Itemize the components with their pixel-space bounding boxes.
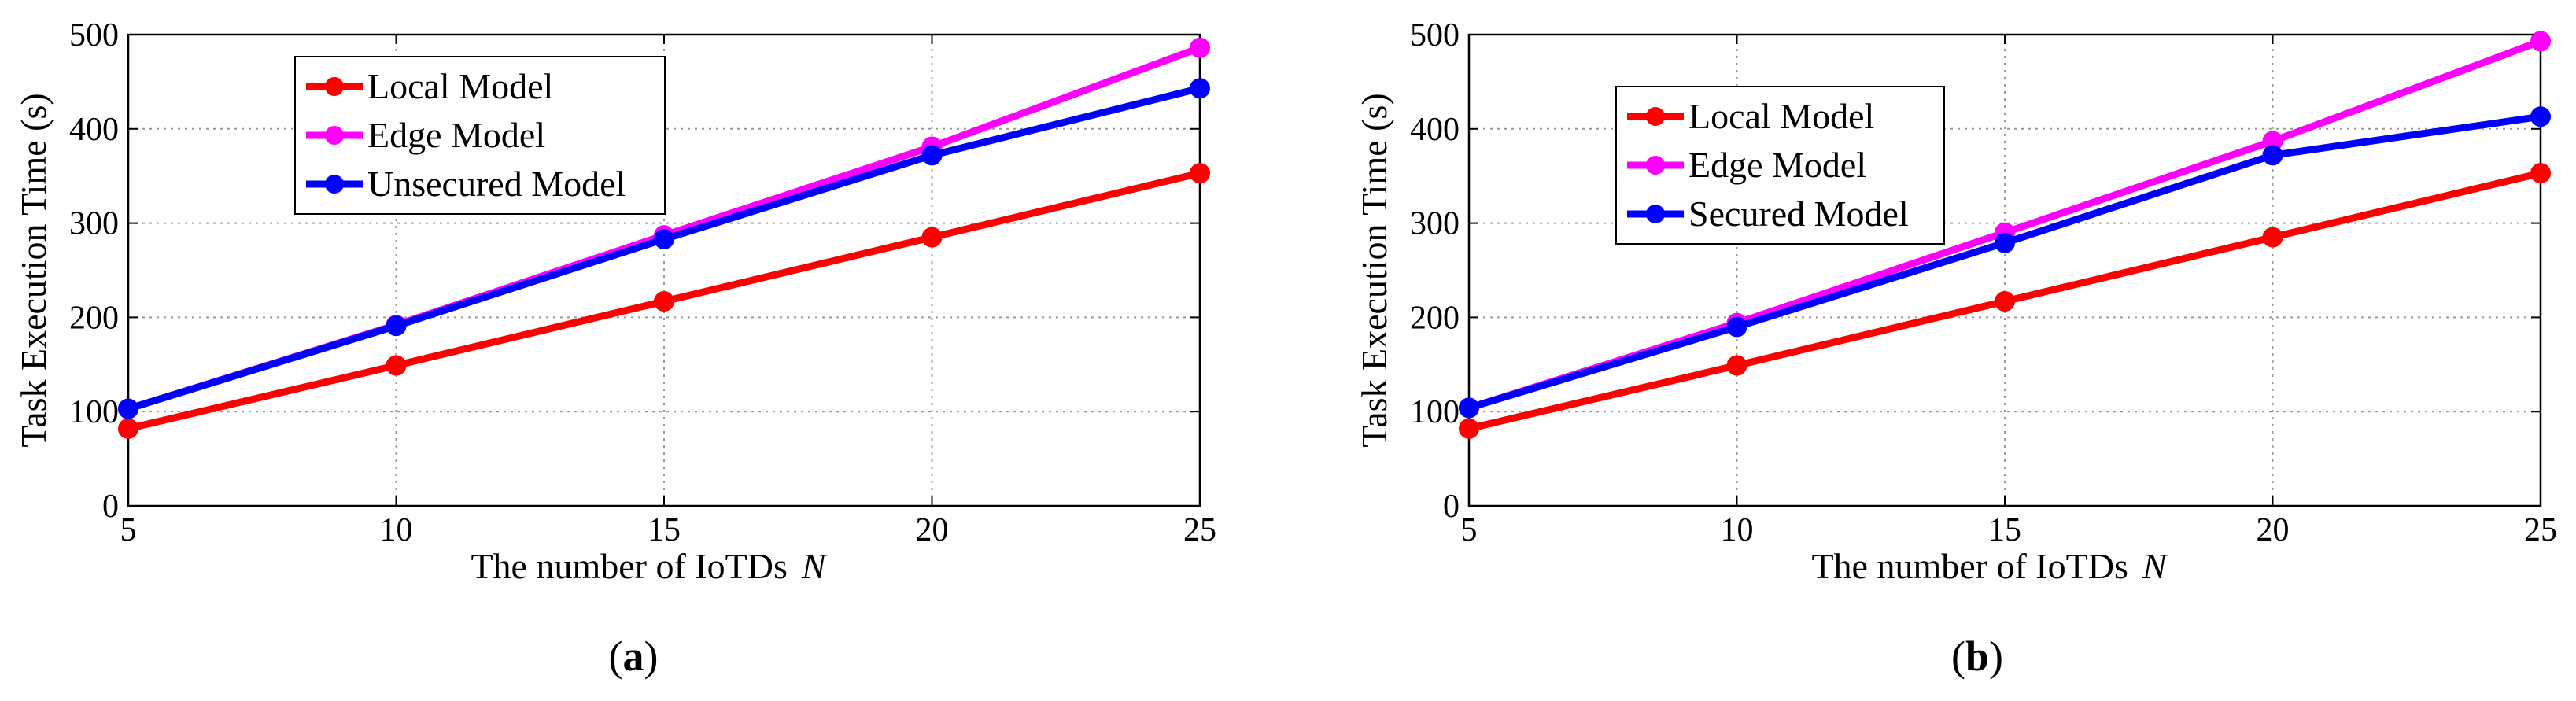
x-tick-label: 5 <box>120 512 137 548</box>
x-axis-label-text: The number of IoTDs <box>1811 546 2128 586</box>
panel-b: 5 10 15 20 25 0 100 200 300 400 500 The number of I… <box>1354 17 2557 680</box>
caption-letter: b <box>1965 633 1989 680</box>
x-axis-variable: N <box>2142 546 2168 586</box>
data-point-unsecured-model <box>118 398 138 419</box>
data-point-secured-model <box>1459 397 1479 419</box>
legend-label-edge-model: Edge Model <box>367 115 545 155</box>
y-tick-label: 0 <box>1443 489 1460 525</box>
data-point-local-model <box>654 291 674 312</box>
y-tick-label: 300 <box>69 206 119 242</box>
x-tick-label: 20 <box>2257 512 2290 548</box>
y-tick-label: 300 <box>1410 206 1460 242</box>
y-tick-label: 200 <box>1410 300 1460 336</box>
y-tick-label: 100 <box>69 394 119 430</box>
x-tick-label: 15 <box>1988 512 2021 548</box>
legend-label-unsecured-model: Unsecured Model <box>367 164 626 204</box>
y-tick-label: 200 <box>69 300 119 336</box>
legend-label-edge-model: Edge Model <box>1688 145 1866 185</box>
y-tick-label: 400 <box>69 112 119 148</box>
data-point-edge-model <box>2530 31 2551 52</box>
data-point-unsecured-model <box>386 315 407 337</box>
data-point-local-model <box>2530 163 2551 184</box>
legend-marker-unsecured-model <box>325 175 344 194</box>
x-tick-label: 15 <box>648 512 681 548</box>
caption-paren-open: ( <box>609 633 623 680</box>
data-point-local-model <box>1995 291 2015 312</box>
legend-marker-local-model <box>325 77 344 96</box>
data-point-unsecured-model <box>1190 78 1210 99</box>
legend-label-local-model: Local Model <box>1688 96 1874 136</box>
legend-marker-edge-model <box>325 126 344 145</box>
data-point-local-model <box>2262 227 2283 248</box>
y-tick-label: 100 <box>1410 394 1460 430</box>
data-point-unsecured-model <box>654 228 674 249</box>
data-point-secured-model <box>2262 145 2283 166</box>
data-point-secured-model <box>2530 106 2551 127</box>
data-point-local-model <box>1459 418 1479 439</box>
x-tick-label: 25 <box>1183 512 1216 548</box>
x-tick-label: 5 <box>1461 512 1478 548</box>
legend-label-secured-model: Secured Model <box>1688 194 1909 234</box>
data-point-secured-model <box>1995 232 2015 253</box>
caption-paren-close: ) <box>644 633 659 680</box>
y-axis-label: Task Execution Time (s) <box>1354 93 1394 447</box>
x-axis-label: The number of IoTDs N <box>471 546 827 586</box>
x-tick-label: 10 <box>380 512 413 548</box>
x-tick-label: 25 <box>2524 512 2557 548</box>
y-tick-label: 0 <box>102 489 119 525</box>
panel-caption-b: (b) <box>1951 633 2003 680</box>
y-axis-label: Task Execution Time (s) <box>13 93 54 447</box>
x-tick-label: 20 <box>916 512 949 548</box>
legend-marker-secured-model <box>1646 205 1665 223</box>
panel-caption-a: (a) <box>609 633 659 680</box>
x-axis-variable: N <box>801 546 828 586</box>
data-point-local-model <box>921 227 943 248</box>
data-point-unsecured-model <box>921 145 943 166</box>
panel-a: 5 10 15 20 25 0 100 200 300 400 500 The number of I… <box>13 17 1216 680</box>
data-point-edge-model <box>1190 37 1210 58</box>
data-point-local-model <box>118 418 138 439</box>
legend-label-local-model: Local Model <box>367 66 553 106</box>
x-axis-label-text: The number of IoTDs <box>471 546 787 586</box>
legend-marker-edge-model <box>1646 156 1665 175</box>
data-point-local-model <box>1726 355 1747 376</box>
y-tick-label: 500 <box>69 17 119 53</box>
caption-letter: a <box>623 633 644 680</box>
caption-paren-close: ) <box>1989 633 2003 680</box>
y-tick-label: 400 <box>1410 112 1460 148</box>
caption-paren-open: ( <box>1951 633 1965 680</box>
data-point-secured-model <box>1726 316 1747 338</box>
x-tick-label: 10 <box>1721 512 1754 548</box>
legend-marker-local-model <box>1646 107 1665 126</box>
data-point-local-model <box>1190 163 1210 184</box>
y-tick-label: 500 <box>1410 17 1460 53</box>
data-point-local-model <box>386 355 407 376</box>
x-axis-label: The number of IoTDs N <box>1811 546 2168 586</box>
